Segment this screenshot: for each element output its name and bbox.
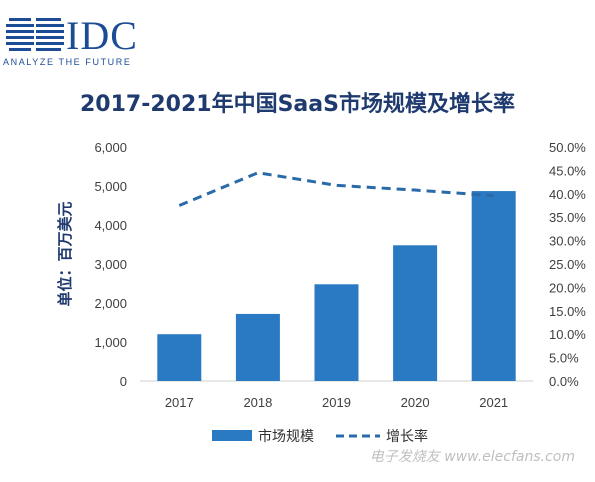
bar [314,284,359,381]
y2-tick-label: 25.0% [549,257,586,272]
y2-tick-label: 20.0% [549,280,586,295]
x-tick-label: 2019 [322,395,351,410]
bar [393,245,438,381]
x-tick-label: 2018 [243,395,272,410]
y-tick-label: 3,000 [94,257,127,272]
y-tick-label: 4,000 [94,218,127,233]
y-tick-label: 0 [120,374,127,389]
y-tick-label: 1,000 [94,335,127,350]
bar [157,334,202,381]
legend-label-line: 增长率 [386,428,428,445]
legend-swatch-bar [212,430,252,441]
y2-tick-label: 30.0% [549,234,586,249]
idc-logo [6,18,64,51]
y-tick-label: 5,000 [94,179,127,194]
y-tick-label: 6,000 [94,140,127,155]
legend-label-bar: 市场规模 [258,428,314,445]
y2-tick-label: 5.0% [549,351,579,366]
y-axis-title: 单位：百万美元 [56,201,74,306]
y2-tick-label: 40.0% [549,187,586,202]
x-tick-label: 2021 [479,395,508,410]
y2-tick-label: 45.0% [549,163,586,178]
logo-wordmark: IDC [66,13,138,58]
logo-tagline: ANALYZE THE FUTURE [3,57,132,67]
y2-tick-label: 15.0% [549,304,586,319]
y2-tick-label: 50.0% [549,140,586,155]
bar [471,191,516,381]
y2-tick-label: 0.0% [549,374,579,389]
x-tick-label: 2017 [165,395,194,410]
y2-tick-label: 35.0% [549,210,586,225]
y2-tick-label: 10.0% [549,327,586,342]
bar [235,313,280,381]
y-tick-label: 2,000 [94,296,127,311]
growth-rate-line [178,171,494,207]
x-tick-label: 2020 [401,395,430,410]
globe-icon [6,18,64,51]
chart-title: 2017-2021年中国SaaS市场规模及增长率 [80,92,515,117]
watermark-text: 电子发烧友 www.elecfans.com [369,449,575,465]
